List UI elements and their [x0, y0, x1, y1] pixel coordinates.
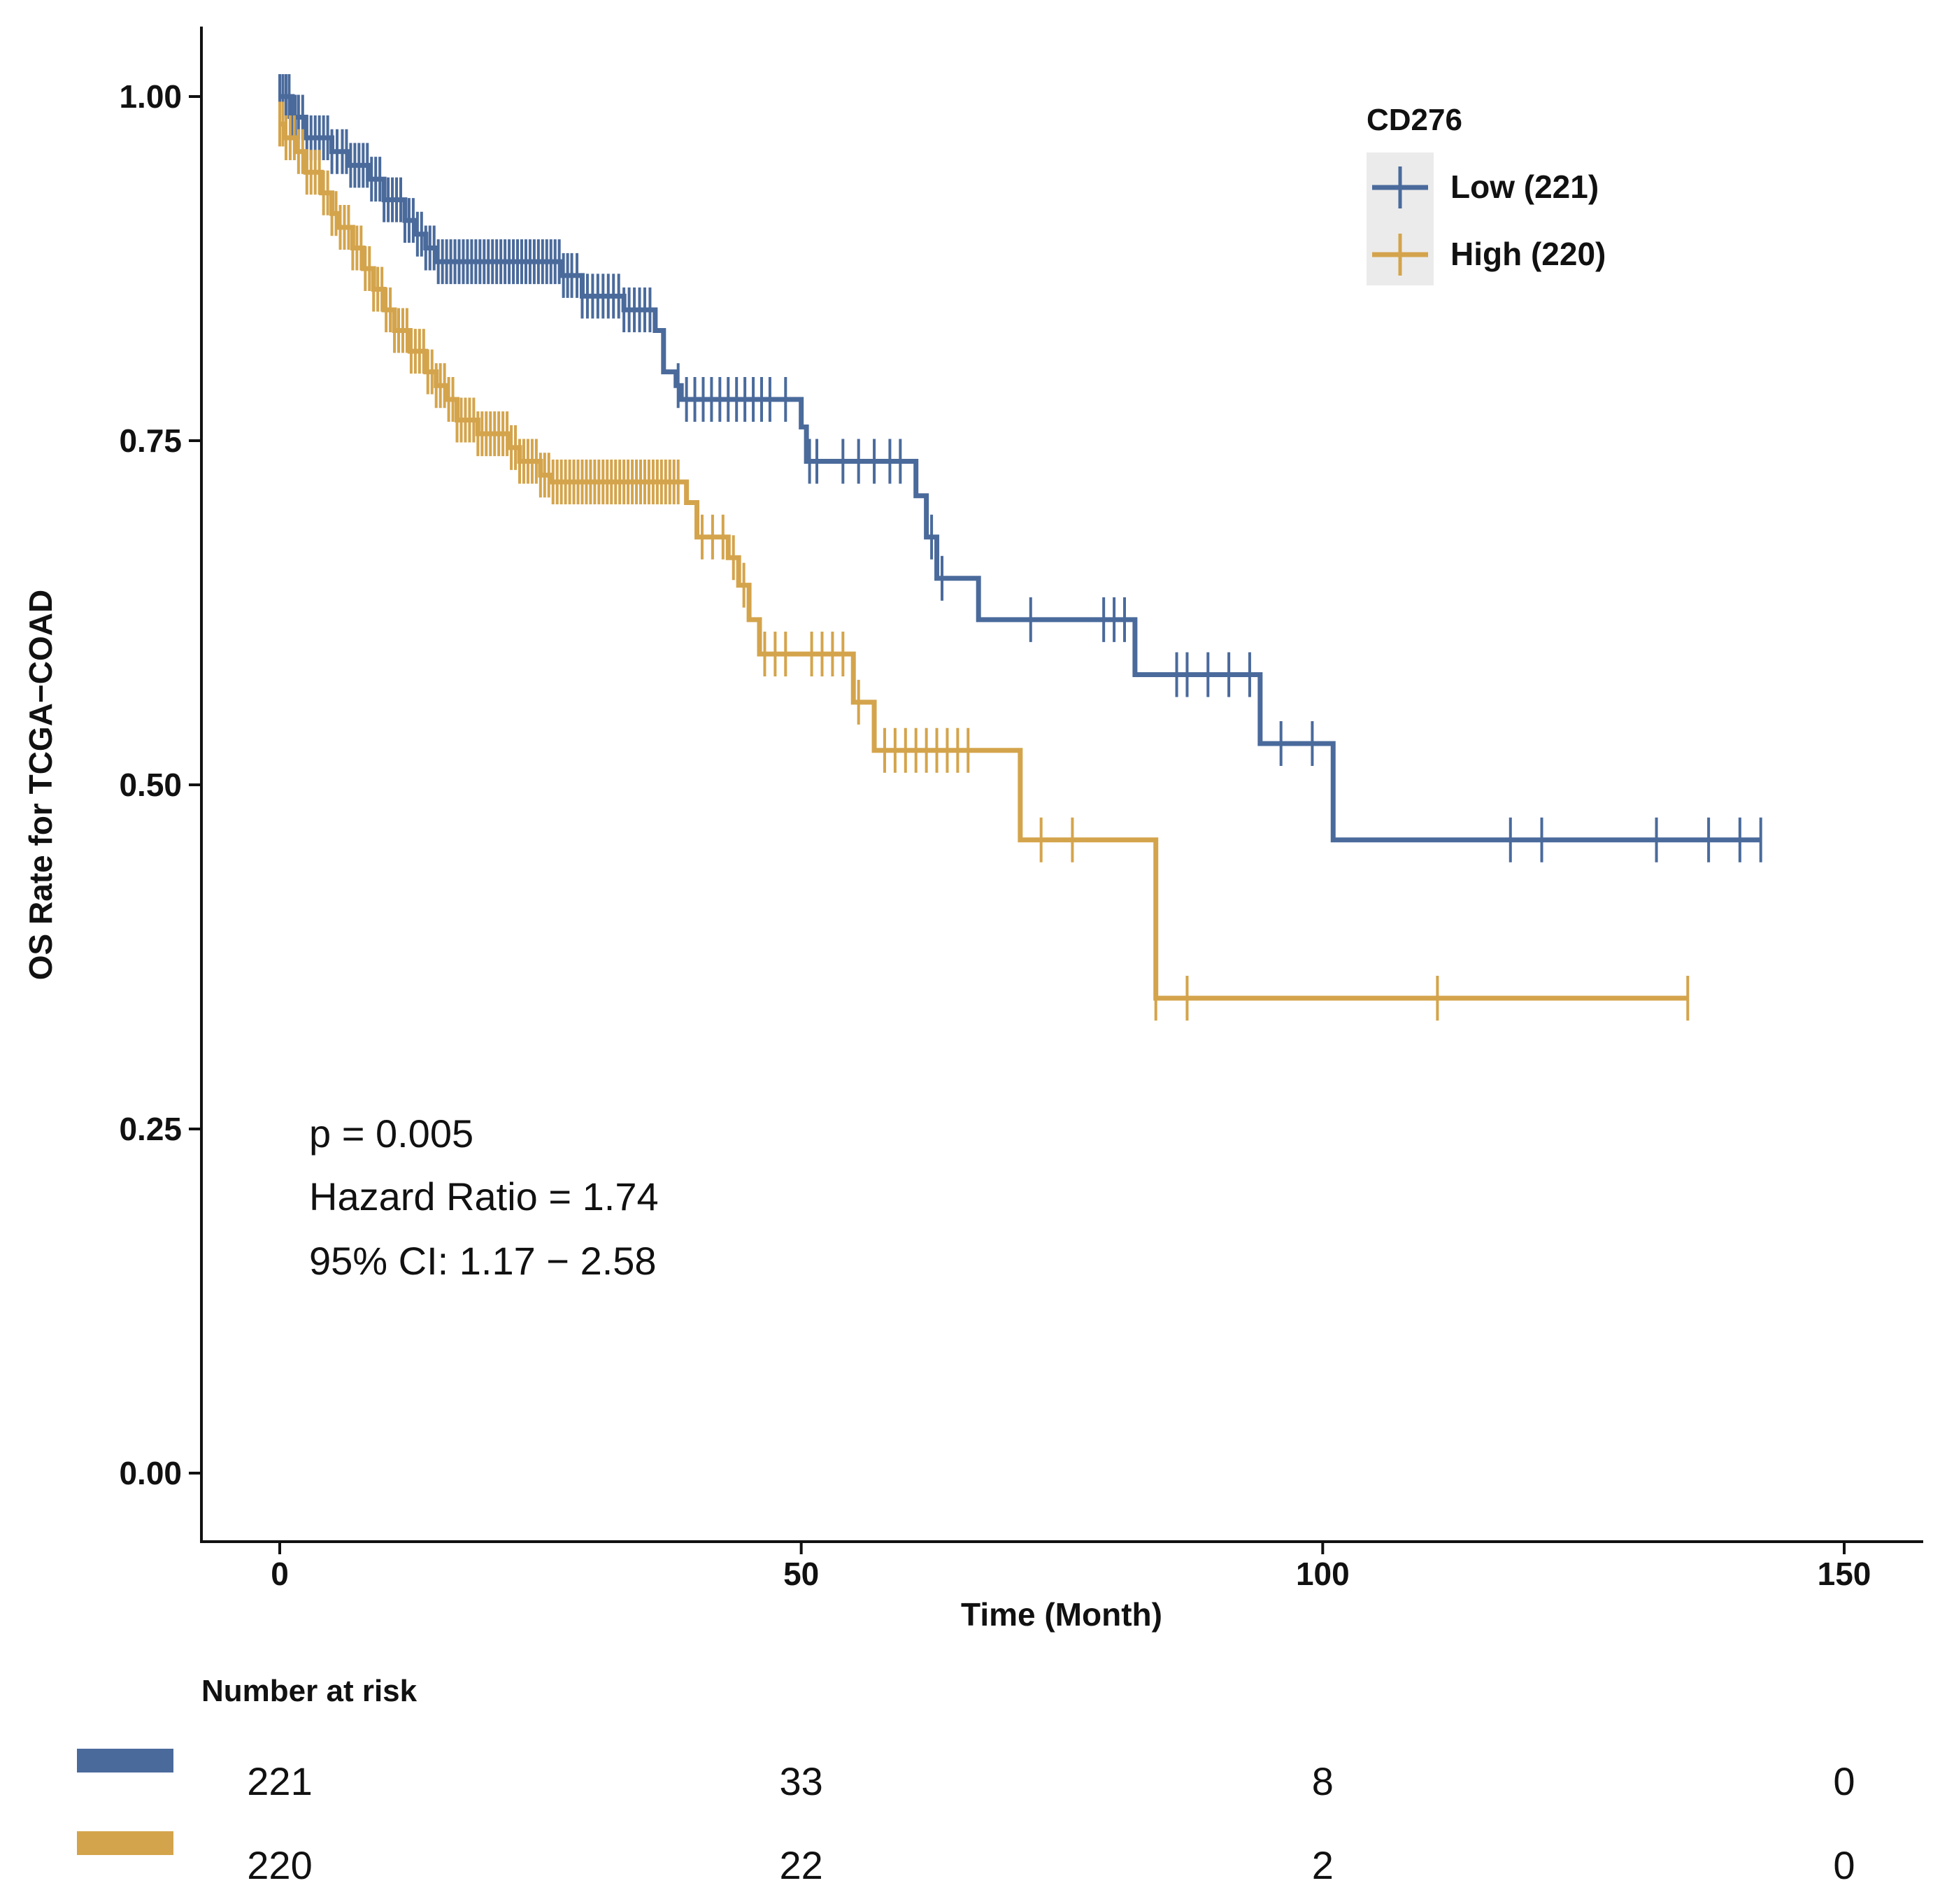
- risk-row-high-swatch: [77, 1831, 173, 1855]
- risk-count-low: 0: [1833, 1759, 1855, 1803]
- risk-count-low: 33: [780, 1759, 823, 1803]
- confidence-interval-annotation: 95% CI: 1.17 − 2.58: [309, 1239, 657, 1283]
- legend-key-low: [1372, 166, 1428, 208]
- y-tick-label: 1.00: [119, 78, 182, 115]
- y-axis-ticks: 0.00 0.25 0.50 0.75 1.00: [119, 78, 201, 1491]
- risk-table-title: Number at risk: [201, 1674, 418, 1708]
- legend-label-low: Low (221): [1450, 169, 1599, 205]
- risk-count-high: 0: [1833, 1843, 1855, 1887]
- x-tick-label: 150: [1818, 1556, 1871, 1592]
- risk-count-high: 220: [247, 1843, 312, 1887]
- y-axis-title: OS Rate for TCGA−COAD: [22, 590, 59, 980]
- stats-annotations: p = 0.005 Hazard Ratio = 1.74 95% CI: 1.…: [309, 1111, 659, 1283]
- hazard-ratio-annotation: Hazard Ratio = 1.74: [309, 1174, 659, 1219]
- series-high: [278, 101, 1690, 1021]
- p-value-annotation: p = 0.005: [309, 1111, 473, 1156]
- risk-count-high: 2: [1312, 1843, 1334, 1887]
- x-axis-ticks: 0 50 100 150: [271, 1542, 1871, 1592]
- x-tick-label: 50: [783, 1556, 819, 1592]
- risk-count-high: 22: [780, 1843, 823, 1887]
- risk-count-low: 8: [1312, 1759, 1334, 1803]
- y-tick-label: 0.25: [119, 1111, 182, 1147]
- y-tick-label: 0.50: [119, 767, 182, 803]
- x-tick-label: 100: [1296, 1556, 1350, 1592]
- plot-area: 0.00 0.25 0.50 0.75 1.00 0 50 100 150: [119, 27, 1923, 1592]
- x-tick-label: 0: [271, 1556, 289, 1592]
- y-tick-label: 0.00: [119, 1455, 182, 1491]
- survival-curves: [278, 74, 1762, 1021]
- risk-row-low-swatch: [77, 1749, 173, 1772]
- legend-title: CD276: [1367, 103, 1462, 137]
- legend-label-high: High (220): [1450, 236, 1606, 272]
- y-tick-label: 0.75: [119, 422, 182, 459]
- risk-count-low: 221: [247, 1759, 312, 1803]
- x-axis-title: Time (Month): [961, 1596, 1162, 1633]
- survival-curve-low: [280, 94, 1761, 843]
- legend-key-high: [1372, 234, 1428, 276]
- series-low: [278, 74, 1762, 862]
- legend: CD276 Low (221) High (220): [1367, 103, 1606, 285]
